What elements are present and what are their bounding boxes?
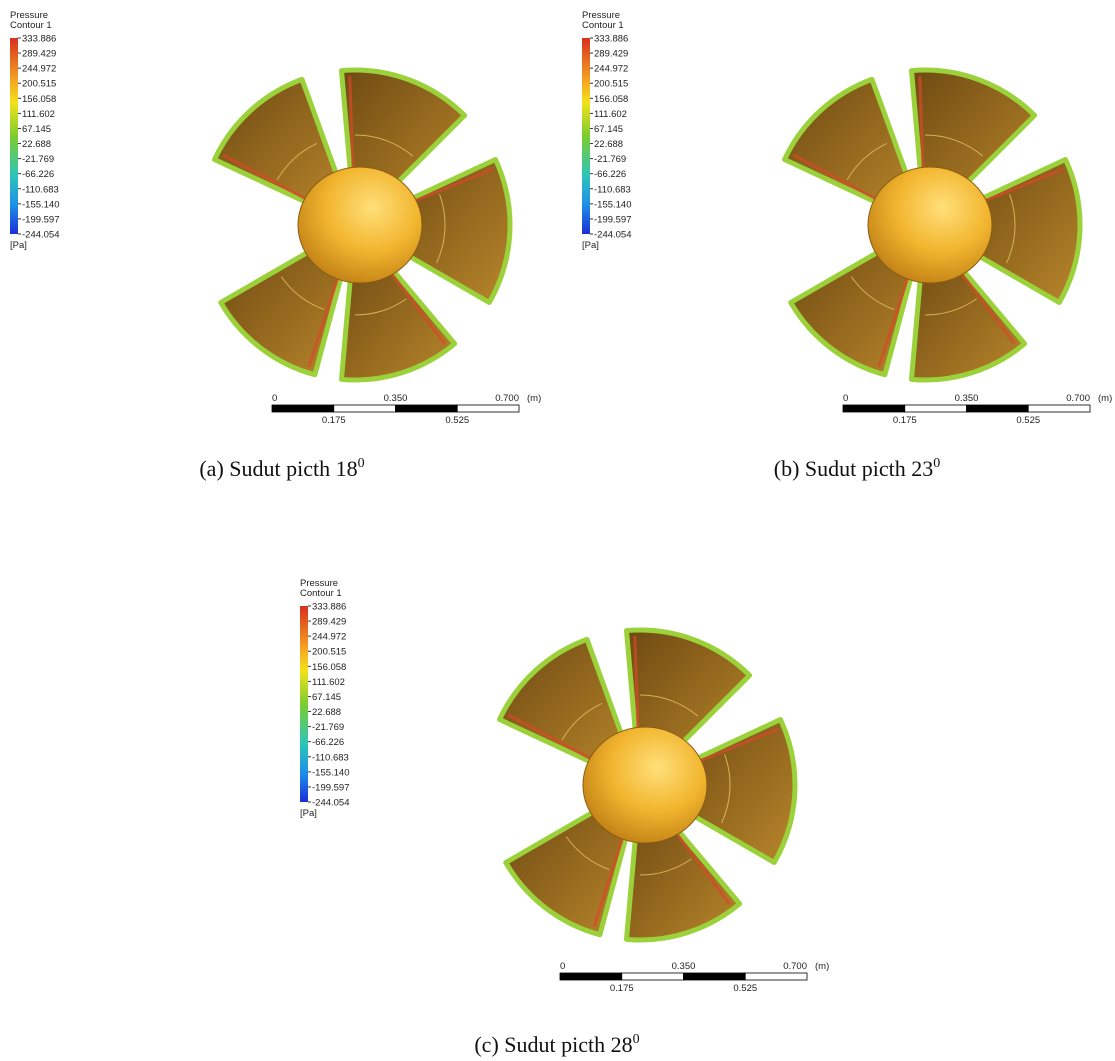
color-bar: [300, 606, 308, 802]
legend-label: 67.145: [594, 124, 623, 135]
legend-label: 289.429: [312, 617, 346, 628]
legend-label: 289.429: [594, 49, 628, 60]
legend-label: -244.054: [312, 798, 350, 809]
caption: (c) Sudut picth 280: [474, 1032, 639, 1057]
legend-label: -66.226: [594, 169, 626, 180]
legend-label: 333.886: [594, 34, 628, 45]
caption: (b) Sudut picth 230: [774, 456, 941, 481]
legend-label: 200.515: [312, 647, 346, 658]
scale-label: 0: [843, 393, 848, 404]
caption-text: (a) Sudut picth 18: [199, 456, 357, 481]
scale-label: 0.350: [672, 961, 696, 972]
legend-label: 111.602: [594, 109, 627, 120]
legend-label: 111.602: [22, 109, 55, 120]
figure: PressureContour 1333.886289.429244.97220…: [0, 0, 1115, 1061]
legend-label: 156.058: [312, 662, 346, 673]
scale-segment: [684, 973, 746, 980]
scale-label: 0.700: [495, 393, 519, 404]
scale-label: 0.175: [610, 983, 634, 994]
legend-label: -155.140: [312, 767, 350, 778]
legend-label: 244.972: [22, 64, 56, 75]
scale-segment: [967, 405, 1029, 412]
legend-label: -110.683: [22, 184, 59, 195]
legend-label: -21.769: [594, 154, 626, 165]
legend-label: 22.688: [312, 707, 341, 718]
caption-superscript: 0: [633, 1032, 640, 1047]
scale-unit: (m): [1098, 393, 1112, 404]
legend-label: 156.058: [594, 94, 628, 105]
legend-label: -66.226: [22, 169, 54, 180]
scale-segment: [622, 973, 684, 980]
legend-title: Contour 1: [300, 588, 342, 599]
legend-label: 200.515: [22, 79, 56, 90]
propeller-image: [215, 70, 510, 380]
scale-label: 0.175: [322, 415, 346, 426]
legend-label: 333.886: [312, 602, 346, 613]
propeller-image: [785, 70, 1080, 380]
legend-label: 22.688: [22, 139, 51, 150]
scale-unit: (m): [815, 961, 829, 972]
scale-label: 0.700: [1066, 393, 1090, 404]
scale-segment: [457, 405, 519, 412]
caption-text: (c) Sudut picth 28: [474, 1032, 632, 1057]
legend-label: -155.140: [594, 199, 632, 210]
scale-segment: [905, 405, 967, 412]
scale-segment: [745, 973, 807, 980]
caption: (a) Sudut picth 180: [199, 456, 364, 481]
legend-label: -199.597: [594, 214, 632, 225]
legend-label: 289.429: [22, 49, 56, 60]
legend-label: 200.515: [594, 79, 628, 90]
legend-title: Contour 1: [582, 20, 624, 31]
scale-label: 0.525: [1016, 415, 1040, 426]
legend-unit: [Pa]: [10, 240, 27, 251]
caption-superscript: 0: [358, 456, 365, 471]
page: PressureContour 1333.886289.429244.97220…: [0, 0, 1115, 1061]
scale-segment: [334, 405, 396, 412]
legend-label: -66.226: [312, 737, 344, 748]
scale-label: 0.700: [783, 961, 807, 972]
legend-unit: [Pa]: [300, 808, 317, 819]
legend-label: -155.140: [22, 199, 60, 210]
legend-label: -244.054: [22, 230, 60, 241]
legend-label: 111.602: [312, 677, 345, 688]
scale-label: 0: [272, 393, 277, 404]
scale-segment: [843, 405, 905, 412]
color-bar: [582, 38, 590, 234]
legend-label: 67.145: [22, 124, 51, 135]
legend-label: 244.972: [594, 64, 628, 75]
legend-label: -199.597: [22, 214, 60, 225]
legend-label: -244.054: [594, 230, 632, 241]
legend-label: 156.058: [22, 94, 56, 105]
legend-label: 244.972: [312, 632, 346, 643]
scale-label: 0: [560, 961, 565, 972]
scale-unit: (m): [527, 393, 541, 404]
legend-label: 22.688: [594, 139, 623, 150]
scale-label: 0.350: [384, 393, 408, 404]
scale-segment: [396, 405, 458, 412]
legend-label: -199.597: [312, 782, 350, 793]
caption-superscript: 0: [933, 456, 940, 471]
scale-segment: [560, 973, 622, 980]
legend-label: -21.769: [22, 154, 54, 165]
scale-segment: [1028, 405, 1090, 412]
legend-label: -21.769: [312, 722, 344, 733]
caption-text: (b) Sudut picth 23: [774, 456, 934, 481]
scale-label: 0.525: [733, 983, 757, 994]
legend-title: Contour 1: [10, 20, 52, 31]
color-bar: [10, 38, 18, 234]
scale-segment: [272, 405, 334, 412]
legend-label: 333.886: [22, 34, 56, 45]
scale-label: 0.525: [445, 415, 469, 426]
legend-label: -110.683: [312, 752, 349, 763]
scale-label: 0.350: [955, 393, 979, 404]
legend-unit: [Pa]: [582, 240, 599, 251]
scale-label: 0.175: [893, 415, 917, 426]
legend-label: -110.683: [594, 184, 631, 195]
legend-label: 67.145: [312, 692, 341, 703]
propeller-image: [500, 630, 795, 940]
